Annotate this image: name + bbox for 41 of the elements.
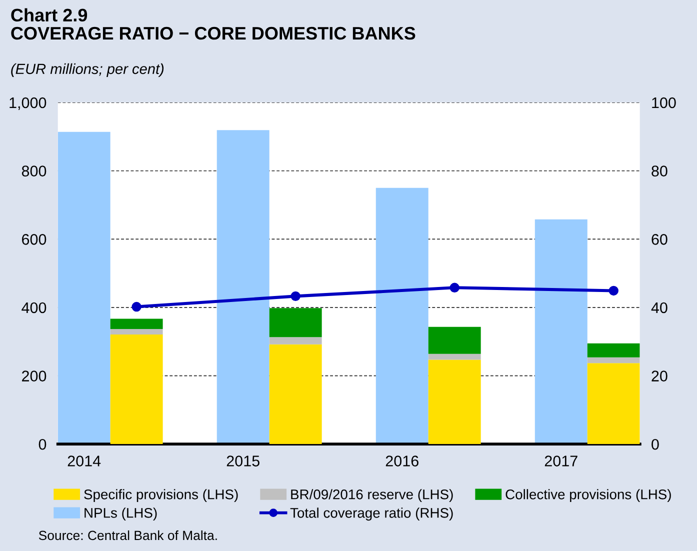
y-tick-label: 800 [22,166,46,176]
bar [587,357,640,364]
bar [534,219,588,444]
bar [428,326,481,354]
y2-tick-label: 0 [652,438,659,450]
source-note: Source: Central Bank of Malta. [38,530,217,540]
point [132,302,142,312]
bar [376,188,428,444]
bar [428,354,481,360]
x-tick-label: 2014 [68,456,101,466]
legend-label: Specific provisions (LHS) [84,489,238,502]
y-tick-label: 200 [22,370,46,382]
y-tick-label: 0 [38,438,46,450]
chart-title: Chart 2.9 COVERAGE RATIO − CORE DOMESTIC BANKS [11,8,416,40]
y2-tick-label: 60 [652,234,668,245]
y2-tick-label: 100 [652,97,676,108]
legend-label: Collective provisions (LHS) [506,489,671,502]
point [450,282,460,293]
bar [269,337,322,344]
y2-tick-label: 20 [652,370,668,382]
y-tick-label: 400 [22,302,46,314]
y2-tick-label: 40 [651,302,668,314]
y-tick-label: 600 [22,234,46,245]
y2-tick-label: 80 [652,166,668,176]
point [290,291,300,302]
x-tick-label: 2017 [544,456,578,466]
point [608,286,618,296]
legend-label: BR/09/2016 reserve (LHS) [291,489,453,502]
x-tick-label: 2016 [386,456,418,466]
y-tick-label: 1,000 [10,97,46,110]
legend-label: NPLs (LHS) [84,508,157,521]
bar [269,308,322,338]
bar [110,318,163,329]
bar [587,343,640,358]
x-tick-label: 2015 [226,456,260,466]
bar [58,132,110,444]
bar [110,328,163,334]
bar [269,344,322,444]
legend-label: Total coverage ratio (RHS) [290,508,453,521]
chart-subtitle: (EUR millions; per cent) [11,63,164,77]
bar [216,130,270,444]
